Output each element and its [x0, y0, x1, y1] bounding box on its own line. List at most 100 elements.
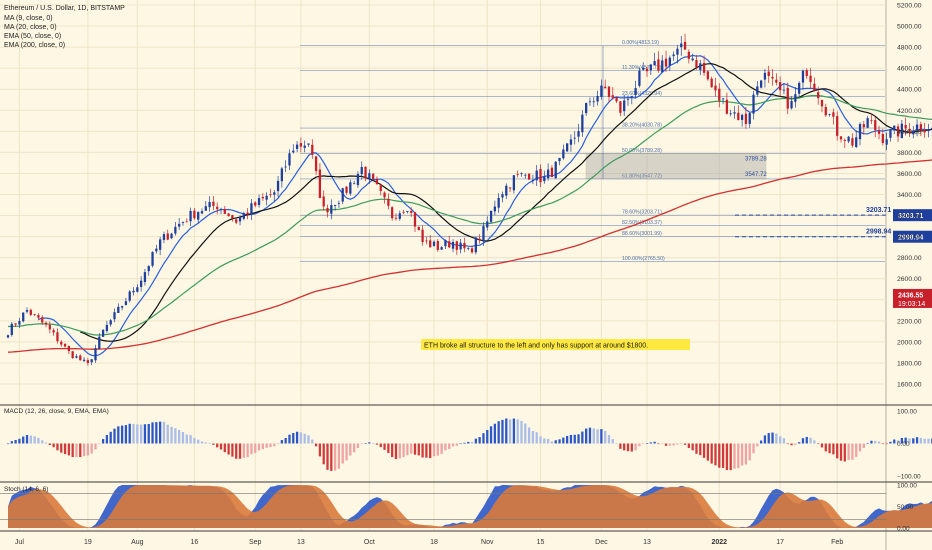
legend: Ethereum / U.S. Dollar, 1D, BITSTAMP MA … — [4, 5, 125, 49]
macd-histogram-bar — [535, 432, 538, 444]
annotation-box[interactable]: ETH broke all structure to the left and … — [421, 339, 690, 350]
candle-body — [558, 157, 561, 162]
macd-histogram-bar — [94, 443, 97, 450]
macd-histogram-bar — [41, 440, 44, 444]
macd-histogram-bar — [349, 443, 352, 456]
macd-histogram-bar — [63, 443, 67, 455]
macd-histogram-bar — [866, 443, 869, 444]
candle-body — [216, 206, 219, 210]
macd-histogram-bar — [238, 443, 242, 459]
last-price-value: 2436.55 — [898, 292, 923, 299]
macd-histogram-bar — [299, 432, 303, 444]
level-price-tag — [893, 209, 932, 222]
price-tick-label: 2600.00 — [897, 276, 922, 283]
macd-histogram-bar — [189, 435, 192, 444]
candle-body — [786, 87, 789, 109]
candle-body — [893, 125, 896, 131]
indicator-ema50[interactable]: EMA (50, close, 0) — [4, 33, 61, 40]
candle-body — [467, 247, 470, 249]
macd-histogram-bar — [927, 438, 930, 444]
candle-body — [721, 98, 725, 100]
candle-body — [569, 139, 573, 145]
macd-histogram-bar — [759, 440, 763, 444]
macd-histogram-bar — [889, 441, 892, 444]
candle-body — [877, 130, 881, 134]
candle-body — [429, 240, 432, 248]
macd-histogram-bar — [794, 443, 797, 445]
candle-body — [448, 241, 451, 248]
candles — [6, 33, 932, 366]
candle-body — [596, 96, 599, 102]
candle-body — [581, 114, 584, 133]
macd-histogram-bar — [836, 443, 839, 459]
macd-histogram-bar — [790, 443, 793, 446]
macd-histogram-bar — [710, 443, 713, 464]
time-tick-label: 17 — [776, 539, 784, 546]
macd-histogram-bar — [737, 443, 740, 469]
time-tick-label: Oct — [364, 539, 375, 546]
candle-body — [33, 314, 36, 315]
chart-title[interactable]: Ethereum / U.S. Dollar, 1D, BITSTAMP — [4, 5, 125, 12]
candle-body — [881, 134, 884, 143]
macd-histogram-bar — [562, 437, 565, 444]
macd-label[interactable]: MACD (12, 26, close, 9, EMA, EMA) — [4, 408, 109, 415]
indicator-ma9[interactable]: MA (9, close, 0) — [4, 15, 53, 22]
candle-body — [687, 51, 690, 59]
stoch-tick-label: 50.00 — [897, 504, 914, 511]
macd-histogram-bar — [581, 431, 584, 444]
candle-body — [56, 332, 59, 342]
stoch-pane: 100.00 50.00 0.00 — [0, 483, 932, 533]
macd-histogram-bar — [48, 443, 51, 446]
stoch-label[interactable]: Stoch (14, 6, 6) — [4, 486, 48, 493]
macd-histogram-bar — [18, 438, 21, 444]
candle-body — [562, 149, 565, 159]
macd-histogram-bar — [406, 443, 409, 456]
price-axis[interactable]: 5200.00 5000.00 4800.00 4600.00 4400.00 4200.… — [893, 3, 932, 389]
candle-body — [486, 221, 489, 228]
level-price-tag — [893, 230, 932, 243]
macd-histogram-bar — [820, 443, 824, 448]
macd-histogram-bar — [813, 440, 816, 444]
macd-histogram-bar — [440, 443, 443, 454]
candle-body — [368, 173, 371, 180]
candle-body — [691, 58, 694, 61]
indicator-ema200[interactable]: EMA (200, close, 0) — [4, 42, 65, 49]
macd-histogram-bar — [585, 428, 588, 444]
time-axis[interactable]: Jul 19 Aug 16 Sep 13 Oct 18 Nov 15 Dec 13 2022 17 Feb — [15, 539, 843, 546]
macd-histogram-bar — [672, 443, 675, 446]
macd-histogram-bar — [505, 418, 508, 444]
moving-averages — [7, 54, 932, 357]
macd-histogram-bar — [733, 443, 736, 469]
candle-body — [855, 137, 858, 147]
macd-histogram-bar — [718, 443, 721, 468]
macd-histogram-bar — [832, 443, 835, 455]
macd-histogram-bar — [33, 436, 36, 444]
candle-body — [227, 213, 230, 217]
macd-histogram-bar — [265, 443, 268, 448]
macd-histogram-bar — [398, 443, 401, 459]
price-tick-label: 3600.00 — [897, 171, 922, 178]
candle-body — [493, 206, 497, 212]
macd-histogram-bar — [391, 443, 394, 458]
candle-body — [832, 112, 835, 117]
candle-body — [683, 41, 687, 50]
candle-body — [387, 198, 390, 206]
ema50-line — [7, 94, 932, 336]
candle-body — [223, 208, 226, 214]
candle-body — [470, 248, 474, 253]
candle-body — [546, 169, 550, 179]
last-price-tag — [893, 288, 932, 308]
macd-histogram-bar — [558, 439, 561, 444]
candle-body — [531, 179, 535, 181]
candle-body — [246, 212, 249, 215]
candle-body — [242, 213, 245, 219]
indicator-ma20[interactable]: MA (20, close, 0) — [4, 24, 57, 31]
candle-body — [136, 287, 139, 292]
candle-body — [756, 86, 759, 95]
price-tick-label: 2800.00 — [897, 255, 922, 262]
macd-histogram-bar — [912, 438, 915, 444]
macd-histogram-bar — [25, 435, 29, 444]
candle-body — [554, 161, 557, 179]
candle-body — [231, 215, 234, 219]
